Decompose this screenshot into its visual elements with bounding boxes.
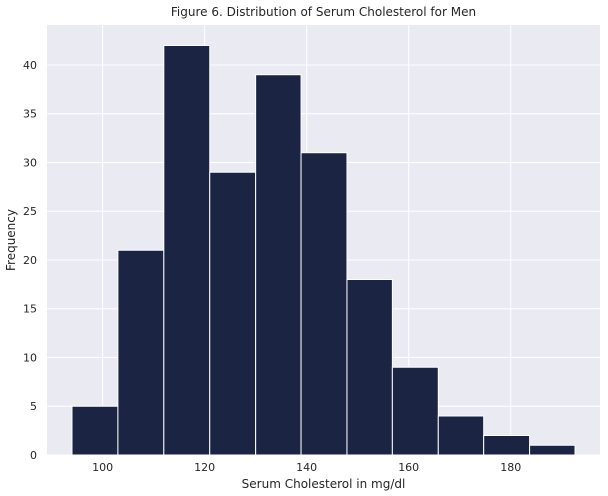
histogram-bar: [483, 434, 531, 456]
y-tick-label: 30: [23, 156, 37, 169]
x-axis-label: Serum Cholesterol in mg/dl: [242, 477, 406, 491]
x-tick-label: 140: [296, 461, 317, 474]
y-tick-label: 35: [23, 108, 37, 121]
histogram-bar: [255, 74, 302, 456]
histogram-bar: [71, 405, 119, 456]
x-tick-label: 120: [194, 461, 215, 474]
y-tick-label: 5: [30, 400, 37, 413]
x-tick-label: 180: [500, 461, 521, 474]
x-tick-label: 100: [92, 461, 113, 474]
histogram-bar: [300, 152, 348, 456]
y-axis-label: Frequency: [4, 209, 18, 271]
histogram-bar: [437, 415, 485, 456]
y-tick-label: 40: [23, 59, 37, 72]
histogram-bars: [71, 44, 576, 456]
y-tick-label: 10: [23, 351, 37, 364]
histogram-bar: [117, 249, 165, 456]
histogram-bar: [209, 171, 257, 456]
histogram-bar: [391, 366, 439, 456]
y-tick-label: 0: [30, 449, 37, 462]
chart-title: Figure 6. Distribution of Serum Choleste…: [171, 5, 476, 19]
histogram-bar: [346, 278, 393, 456]
y-tick-label: 25: [23, 205, 37, 218]
tick-labels: 100 120 140 160 180 0 5 10 15 20 25 30 35 40: [23, 59, 521, 474]
y-tick-label: 20: [23, 254, 37, 267]
histogram-bar: [529, 444, 576, 456]
y-tick-label: 15: [23, 303, 37, 316]
x-tick-label: 160: [398, 461, 419, 474]
histogram-bar: [163, 44, 211, 456]
